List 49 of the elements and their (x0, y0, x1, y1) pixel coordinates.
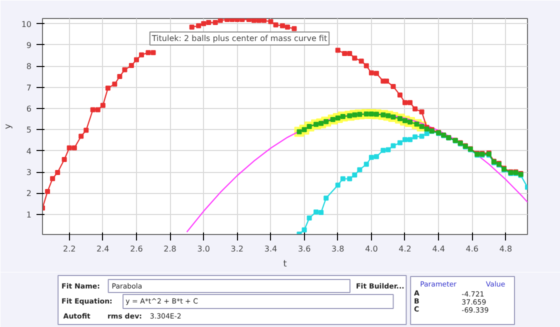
point (386, 147, 391, 152)
x-tick-label: 2.8 (164, 244, 176, 254)
y-tick-label: 5 (26, 126, 32, 135)
y-tick-label: 3 (26, 168, 32, 178)
point (380, 148, 386, 153)
y-tick-label: 8 (26, 62, 32, 72)
point (419, 134, 424, 139)
point (397, 140, 402, 146)
x-tick-label: 4.4 (432, 244, 445, 254)
y-tick-label: 9 (26, 40, 32, 50)
y-tick-label: 6 (26, 104, 32, 114)
point (352, 172, 358, 178)
point (374, 154, 379, 160)
x-tick-label: 3.4 (264, 244, 278, 254)
point (412, 134, 418, 140)
x-tick-label: 3.8 (332, 244, 344, 254)
point (324, 196, 329, 201)
y-tick-label: 1 (26, 210, 32, 220)
y-tick-label: 7 (26, 83, 32, 92)
y-axis-title: y (3, 123, 14, 130)
point (408, 137, 413, 142)
point (318, 210, 324, 215)
point (306, 215, 312, 220)
x-tick-label: 2.6 (130, 244, 143, 254)
x-tick-label: 4.6 (466, 244, 478, 254)
point (302, 227, 307, 232)
x-tick-label: 4.8 (499, 244, 512, 254)
x-tick-label: 4.0 (365, 244, 378, 254)
point (368, 154, 374, 160)
x-tick-label: 3.2 (230, 244, 244, 254)
point (340, 176, 346, 182)
point (314, 210, 319, 215)
y-tick-label: 2 (26, 189, 32, 198)
point (357, 167, 362, 172)
point (347, 176, 352, 182)
annotation: Titulek: 2 balls plus center of mass curve fit (150, 34, 328, 43)
x-tick-label: 2.2 (62, 244, 76, 254)
x-tick-label: 2.4 (96, 244, 110, 254)
point (424, 130, 430, 136)
x-tick-label: 3.0 (197, 244, 210, 254)
x-tick-label: 3.6 (298, 244, 311, 254)
point (364, 162, 369, 167)
point (390, 143, 396, 148)
point (335, 182, 340, 188)
y-tick-label: 4 (26, 146, 32, 156)
y-tick-label: 10 (21, 20, 32, 29)
point (402, 137, 408, 142)
x-tick-label: 4.2 (398, 244, 412, 254)
x-axis-title: t (283, 260, 288, 270)
